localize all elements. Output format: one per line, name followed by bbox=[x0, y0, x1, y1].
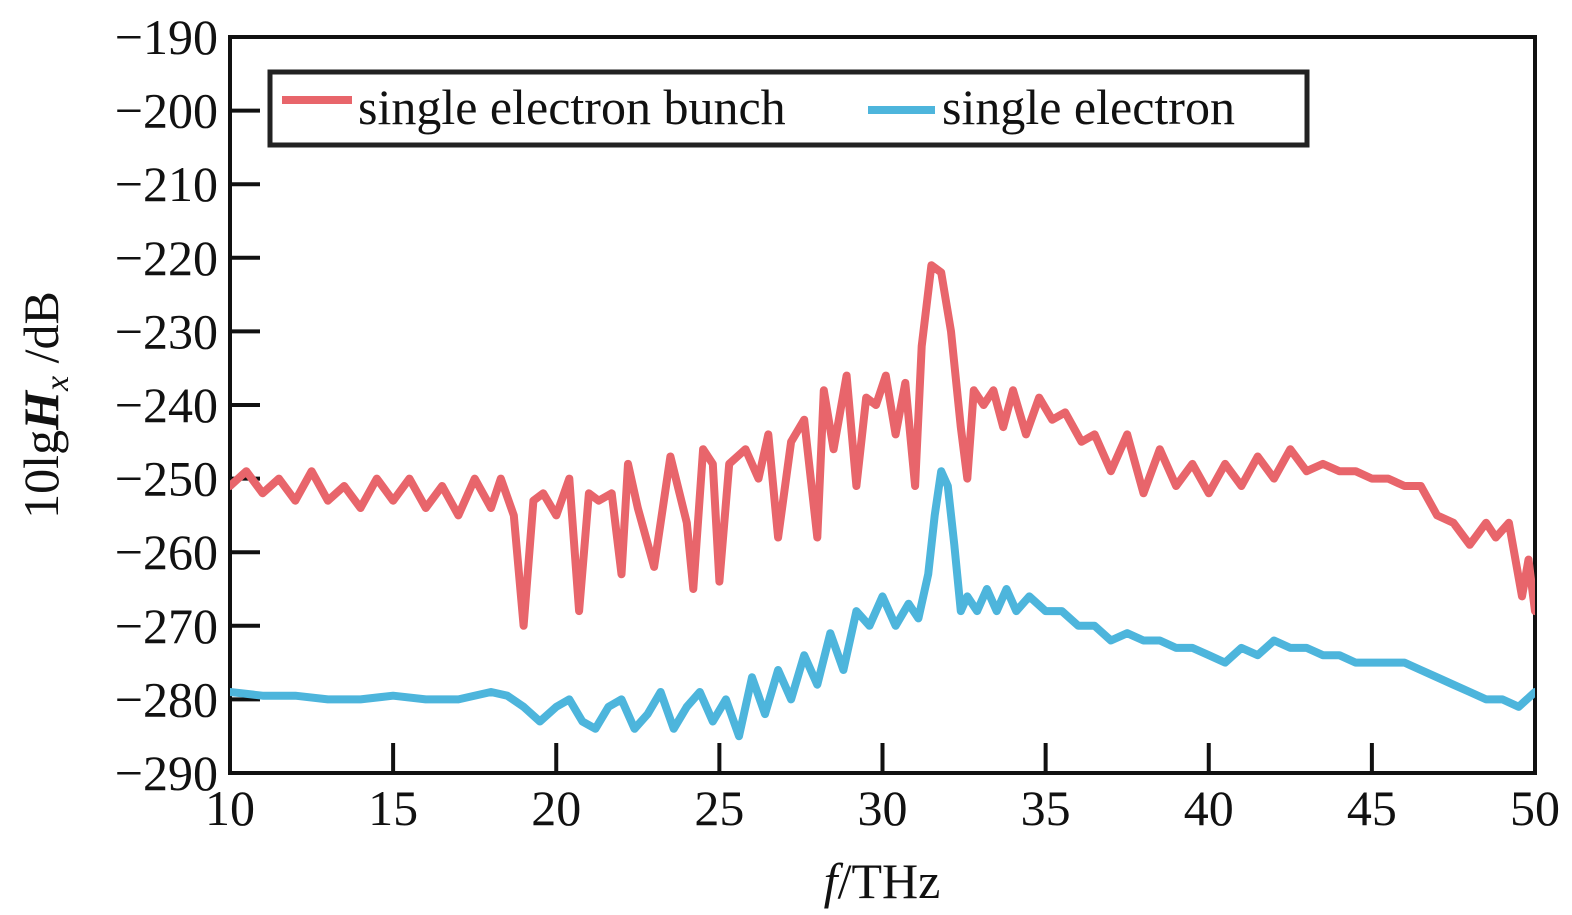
y-tick-label: −230 bbox=[115, 303, 218, 359]
x-tick-label: 35 bbox=[1021, 780, 1071, 836]
x-tick-label: 30 bbox=[858, 780, 908, 836]
series-line-bunch bbox=[230, 261, 1535, 630]
legend-box bbox=[267, 69, 1310, 148]
y-axis-title-prefix: 10lg bbox=[13, 430, 69, 519]
legend-label-bunch: single electron bunch bbox=[358, 79, 786, 135]
legend-label-electron: single electron bbox=[942, 79, 1235, 135]
y-tick-label: −220 bbox=[115, 230, 218, 286]
y-axis-title: 10lgHx /dB bbox=[13, 291, 76, 519]
y-tick-label: −210 bbox=[115, 156, 218, 212]
x-tick-label: 20 bbox=[531, 780, 581, 836]
y-tick-label: −200 bbox=[115, 83, 218, 139]
y-tick-label: −290 bbox=[115, 745, 218, 801]
y-tick-label: −260 bbox=[115, 524, 218, 580]
y-axis: −190 −200 −210 −220 −230 −240 −250 −260 −270 −280… bbox=[115, 9, 260, 801]
series-line-electron bbox=[230, 467, 1535, 741]
x-tick-label: 40 bbox=[1184, 780, 1234, 836]
x-tick-label: 15 bbox=[368, 780, 418, 836]
x-axis: 10 15 20 25 30 35 40 45 50 bbox=[205, 743, 1560, 836]
x-tick-label: 50 bbox=[1510, 780, 1560, 836]
y-tick-label: −190 bbox=[115, 9, 218, 65]
x-axis-title-unit: /THz bbox=[838, 853, 941, 909]
y-tick-label: −240 bbox=[115, 377, 218, 433]
x-tick-label: 45 bbox=[1347, 780, 1397, 836]
x-axis-title: f/THz bbox=[824, 853, 941, 909]
legend: single electron bunch single electron bbox=[267, 69, 1310, 148]
y-axis-title-unit: /dB bbox=[13, 291, 69, 376]
series-layer bbox=[230, 261, 1535, 741]
x-tick-label: 10 bbox=[205, 780, 255, 836]
y-axis-title-subscript: x bbox=[39, 376, 76, 392]
y-tick-label: −250 bbox=[115, 451, 218, 507]
y-axis-title-symbol: H bbox=[13, 389, 69, 431]
x-tick-label: 25 bbox=[694, 780, 744, 836]
y-tick-label: −280 bbox=[115, 671, 218, 727]
y-tick-label: −270 bbox=[115, 598, 218, 654]
